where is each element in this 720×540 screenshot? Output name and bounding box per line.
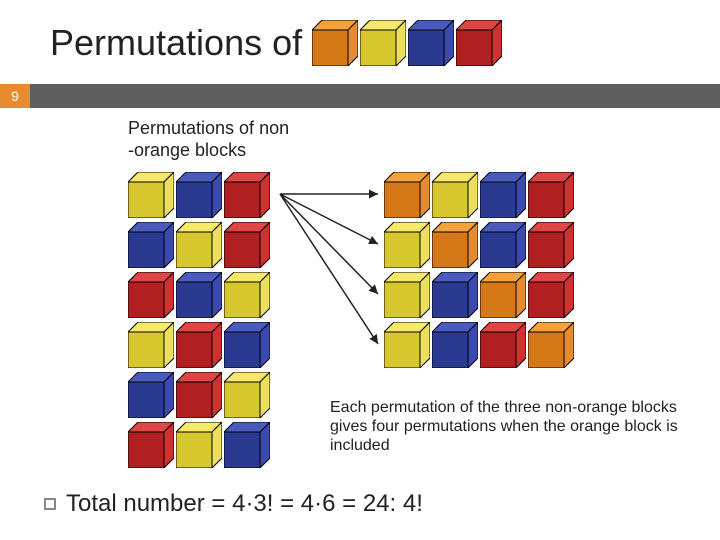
- cube-yellow: [176, 222, 222, 273]
- cube-yellow: [224, 272, 270, 323]
- cube-red-icon: [224, 222, 270, 268]
- cube-orange: [432, 222, 478, 273]
- cube-blue: [128, 222, 174, 273]
- cube-blue: [480, 172, 526, 223]
- cube-blue-icon: [176, 272, 222, 318]
- cube-orange-icon: [480, 272, 526, 318]
- cube-red-icon: [528, 222, 574, 268]
- cube-red: [456, 20, 502, 71]
- cube-red-icon: [128, 422, 174, 468]
- cube-red: [128, 272, 174, 323]
- cube-yellow-icon: [224, 372, 270, 418]
- cube-yellow-icon: [384, 322, 430, 368]
- cube-yellow-icon: [432, 172, 478, 218]
- arrows-svg: [0, 0, 720, 540]
- cube-red: [528, 222, 574, 273]
- cube-red-icon: [176, 322, 222, 368]
- cube-blue-icon: [408, 20, 454, 66]
- cube-yellow: [432, 172, 478, 223]
- cube-red-icon: [528, 272, 574, 318]
- cube-red: [176, 322, 222, 373]
- cube-red: [224, 222, 270, 273]
- cube-blue: [408, 20, 454, 71]
- cube-yellow-icon: [384, 272, 430, 318]
- cube-yellow-icon: [128, 172, 174, 218]
- cube-blue-icon: [128, 222, 174, 268]
- subtitle: Permutations of non -orange blocks: [128, 118, 289, 161]
- cube-yellow: [224, 372, 270, 423]
- cube-blue: [480, 222, 526, 273]
- cube-blue: [224, 422, 270, 473]
- total-row: Total number = 4·3! = 4·6 = 24: 4!: [44, 490, 423, 518]
- cube-red: [224, 172, 270, 223]
- cube-yellow: [360, 20, 406, 71]
- cube-blue: [432, 272, 478, 323]
- cube-red: [480, 322, 526, 373]
- cube-blue-icon: [224, 322, 270, 368]
- cube-yellow: [128, 172, 174, 223]
- cube-blue-icon: [176, 172, 222, 218]
- page-number: 9: [0, 84, 30, 108]
- cube-orange: [528, 322, 574, 373]
- cube-red: [528, 172, 574, 223]
- cube-blue-icon: [432, 322, 478, 368]
- cube-orange: [384, 172, 430, 223]
- page-title: Permutations of: [50, 22, 302, 64]
- cube-orange: [480, 272, 526, 323]
- cube-blue-icon: [128, 372, 174, 418]
- cube-yellow-icon: [176, 422, 222, 468]
- title-row: Permutations of: [50, 20, 504, 66]
- title-cubes: [312, 20, 504, 66]
- cube-red-icon: [480, 322, 526, 368]
- cube-yellow: [384, 272, 430, 323]
- cube-blue-icon: [480, 222, 526, 268]
- cube-orange-icon: [384, 172, 430, 218]
- cube-blue: [432, 322, 478, 373]
- cube-orange-icon: [312, 20, 358, 66]
- cube-blue: [176, 272, 222, 323]
- cube-blue-icon: [480, 172, 526, 218]
- cube-red: [176, 372, 222, 423]
- cube-red-icon: [128, 272, 174, 318]
- explanation-text: Each permutation of the three non-orange…: [330, 398, 690, 456]
- cube-blue: [224, 322, 270, 373]
- cube-yellow: [176, 422, 222, 473]
- cube-blue-icon: [432, 272, 478, 318]
- page-number-bar: 9: [0, 84, 720, 108]
- total-text: Total number = 4·3! = 4·6 = 24: 4!: [66, 490, 423, 518]
- cube-red: [128, 422, 174, 473]
- cube-red-icon: [456, 20, 502, 66]
- cube-blue: [176, 172, 222, 223]
- cube-yellow-icon: [384, 222, 430, 268]
- cube-yellow-icon: [224, 272, 270, 318]
- cube-blue: [128, 372, 174, 423]
- cube-yellow-icon: [360, 20, 406, 66]
- cube-red-icon: [176, 372, 222, 418]
- cube-yellow: [384, 322, 430, 373]
- bullet-icon: [44, 498, 56, 510]
- cube-red-icon: [224, 172, 270, 218]
- cube-orange-icon: [432, 222, 478, 268]
- cube-yellow: [128, 322, 174, 373]
- cube-red-icon: [528, 172, 574, 218]
- cube-orange: [312, 20, 358, 71]
- cube-yellow-icon: [128, 322, 174, 368]
- cube-yellow-icon: [176, 222, 222, 268]
- cube-blue-icon: [224, 422, 270, 468]
- cube-orange-icon: [528, 322, 574, 368]
- cube-red: [528, 272, 574, 323]
- cube-yellow: [384, 222, 430, 273]
